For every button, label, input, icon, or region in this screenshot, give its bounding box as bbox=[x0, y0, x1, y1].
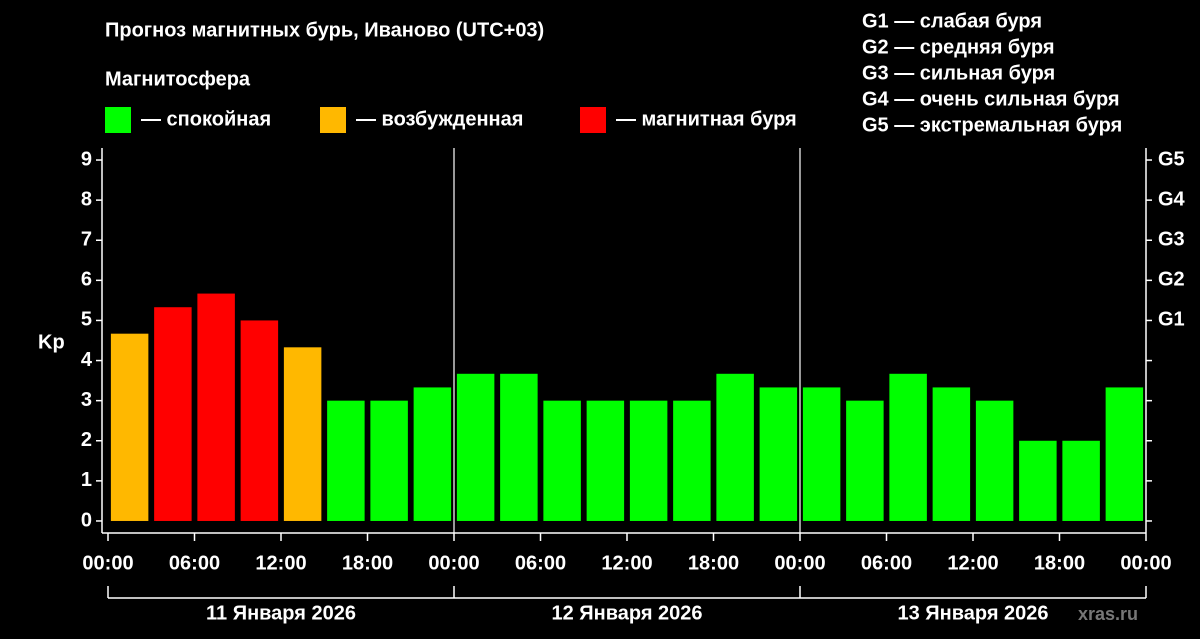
y-tick-label: 9 bbox=[81, 148, 92, 170]
bar bbox=[413, 387, 452, 521]
legend-label: — спокойная bbox=[141, 108, 271, 130]
scale-legend-item: G4 — очень сильная буря bbox=[862, 88, 1120, 110]
y-tick-label: 6 bbox=[81, 269, 92, 291]
bar bbox=[110, 333, 149, 521]
bar bbox=[1019, 440, 1057, 521]
bar bbox=[802, 387, 841, 521]
bar bbox=[154, 307, 192, 521]
x-tick-label: 18:00 bbox=[342, 552, 393, 574]
bar bbox=[327, 400, 365, 521]
bar bbox=[543, 400, 581, 521]
bar bbox=[673, 400, 711, 521]
x-tick-label: 06:00 bbox=[515, 552, 566, 574]
y-tick-label: 0 bbox=[81, 509, 92, 531]
x-tick-label: 00:00 bbox=[428, 552, 479, 574]
x-tick-label: 18:00 bbox=[688, 552, 739, 574]
bar bbox=[197, 293, 235, 521]
bar bbox=[1062, 440, 1100, 521]
legend-swatch bbox=[105, 107, 131, 133]
bar bbox=[975, 400, 1014, 521]
scale-legend-item: G1 — слабая буря bbox=[862, 10, 1042, 32]
y-tick-label: 4 bbox=[81, 349, 93, 371]
x-tick-label: 00:00 bbox=[82, 552, 133, 574]
x-tick-label: 06:00 bbox=[169, 552, 220, 574]
bar bbox=[500, 373, 538, 521]
y-tick-label: 3 bbox=[81, 389, 92, 411]
legend-label: — магнитная буря bbox=[616, 108, 797, 130]
watermark: xras.ru bbox=[1078, 604, 1138, 624]
bar bbox=[759, 387, 798, 521]
scale-legend-item: G3 — сильная буря bbox=[862, 62, 1055, 84]
y-tick-label: 1 bbox=[81, 469, 92, 491]
date-label: 11 Января 2026 bbox=[206, 602, 356, 624]
y-tick-label: 7 bbox=[81, 229, 92, 251]
bar bbox=[629, 400, 668, 521]
bar bbox=[932, 387, 971, 521]
bar bbox=[846, 400, 884, 521]
x-tick-label: 12:00 bbox=[947, 552, 998, 574]
bar bbox=[586, 400, 625, 521]
bar bbox=[1105, 387, 1144, 521]
x-tick-label: 12:00 bbox=[255, 552, 306, 574]
y2-tick-label: G2 bbox=[1158, 269, 1185, 291]
y2-tick-label: G5 bbox=[1158, 148, 1185, 170]
x-tick-label: 18:00 bbox=[1034, 552, 1085, 574]
date-label: 13 Января 2026 bbox=[897, 602, 1048, 624]
bar bbox=[370, 400, 408, 521]
legend-title: Магнитосфера bbox=[105, 68, 251, 90]
date-label: 12 Января 2026 bbox=[551, 602, 702, 624]
legend-swatch bbox=[320, 107, 346, 133]
y2-tick-label: G4 bbox=[1158, 188, 1186, 210]
bar bbox=[240, 320, 279, 521]
chart-title: Прогноз магнитных бурь, Иваново (UTC+03) bbox=[105, 19, 544, 41]
x-tick-label: 00:00 bbox=[774, 552, 825, 574]
y-tick-label: 2 bbox=[81, 429, 92, 451]
bar bbox=[456, 373, 495, 521]
y-tick-label: 8 bbox=[81, 188, 92, 210]
bar bbox=[716, 373, 754, 521]
scale-legend-item: G2 — средняя буря bbox=[862, 36, 1055, 58]
y-axis-label: Kp bbox=[38, 331, 65, 353]
y2-tick-label: G1 bbox=[1158, 309, 1185, 331]
scale-legend-item: G5 — экстремальная буря bbox=[862, 114, 1122, 136]
bar bbox=[889, 373, 927, 521]
legend-label: — возбужденная bbox=[356, 108, 523, 130]
x-tick-label: 06:00 bbox=[861, 552, 912, 574]
y-tick-label: 5 bbox=[81, 309, 92, 331]
y2-tick-label: G3 bbox=[1158, 229, 1185, 251]
legend-swatch bbox=[580, 107, 606, 133]
bar bbox=[283, 347, 322, 521]
x-tick-label: 00:00 bbox=[1120, 552, 1171, 574]
x-tick-label: 12:00 bbox=[601, 552, 652, 574]
